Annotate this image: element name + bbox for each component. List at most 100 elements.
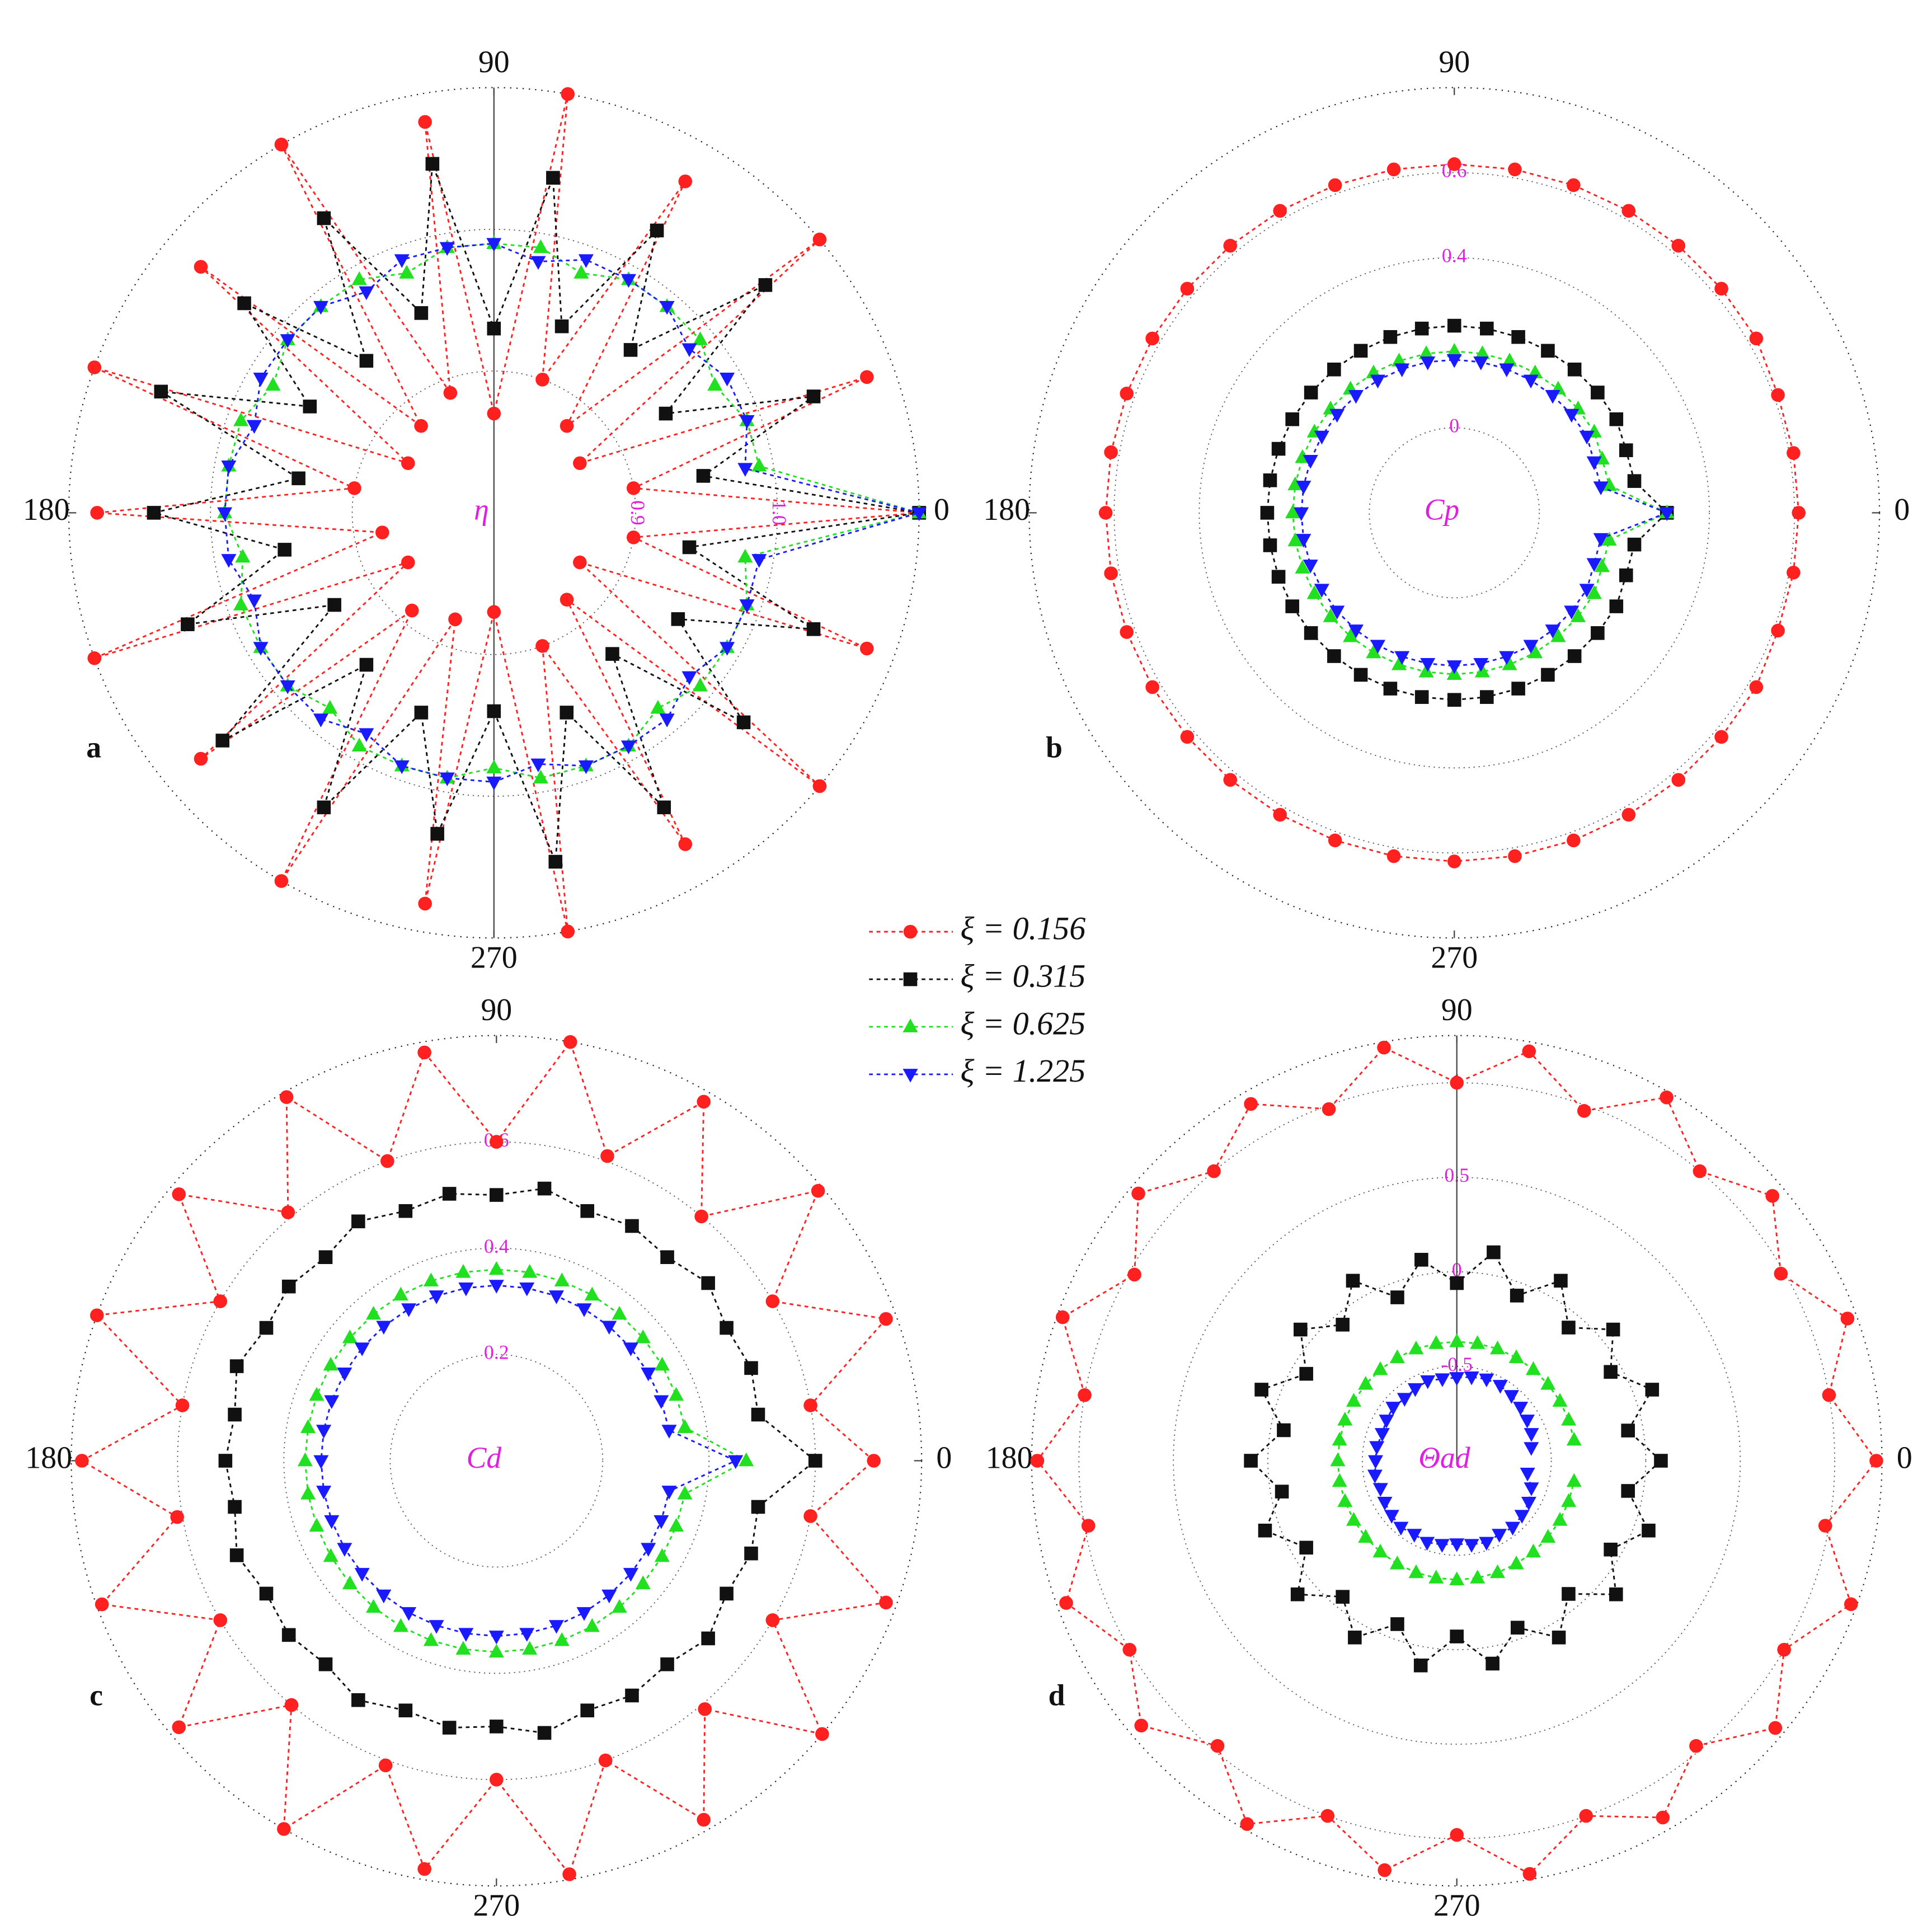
marker	[1377, 1040, 1391, 1055]
marker	[1552, 1393, 1568, 1407]
marker	[612, 1305, 627, 1320]
marker	[1299, 1366, 1313, 1381]
marker	[612, 1599, 627, 1613]
marker	[1768, 1721, 1783, 1735]
marker	[489, 1135, 504, 1149]
marker	[1499, 363, 1515, 378]
marker	[1749, 331, 1764, 346]
theta-tick-label: 90	[481, 993, 512, 1027]
marker	[1586, 558, 1602, 572]
grid-ring	[389, 1354, 604, 1568]
marker	[1689, 1739, 1703, 1753]
marker	[623, 1342, 638, 1356]
marker	[458, 1282, 474, 1296]
marker	[1258, 1523, 1272, 1538]
marker	[1693, 1164, 1707, 1178]
marker	[351, 271, 367, 285]
marker	[1414, 690, 1429, 704]
marker	[621, 740, 636, 754]
marker	[1134, 1718, 1149, 1733]
marker	[1604, 1365, 1618, 1379]
theta-tick-label: 0	[934, 492, 949, 527]
marker	[1579, 1808, 1593, 1823]
marker	[1489, 1564, 1506, 1579]
theta-tick-label: 180	[986, 1440, 1033, 1475]
marker	[573, 456, 587, 471]
marker	[1295, 560, 1310, 574]
marker	[300, 1486, 316, 1500]
marker	[1771, 623, 1785, 638]
marker	[1304, 386, 1318, 400]
marker	[393, 1286, 408, 1301]
marker	[573, 555, 587, 570]
marker	[537, 1726, 552, 1740]
marker	[1336, 1318, 1350, 1332]
marker	[692, 678, 708, 692]
marker	[87, 651, 102, 665]
marker	[1627, 537, 1642, 552]
marker	[1561, 1411, 1577, 1426]
marker	[1328, 178, 1342, 192]
marker	[1322, 1102, 1336, 1116]
theta-tick-label: 90	[478, 45, 510, 79]
marker	[1541, 668, 1555, 682]
marker	[1621, 1484, 1635, 1498]
marker	[448, 612, 462, 627]
marker	[194, 751, 208, 766]
marker	[1502, 353, 1517, 367]
marker	[274, 874, 289, 888]
marker	[95, 1597, 109, 1612]
marker	[677, 1419, 693, 1433]
marker	[1450, 1075, 1464, 1090]
marker	[650, 223, 664, 238]
marker	[1372, 1543, 1388, 1558]
marker	[1346, 1274, 1360, 1288]
marker	[378, 1758, 393, 1773]
marker	[554, 319, 569, 333]
marker	[1552, 1512, 1568, 1526]
marker	[1384, 1510, 1399, 1524]
series-line	[224, 242, 920, 783]
marker	[626, 530, 641, 544]
grid-ring	[1369, 427, 1540, 599]
marker	[650, 699, 666, 714]
marker	[903, 924, 918, 939]
marker	[561, 924, 575, 939]
marker	[300, 1419, 316, 1433]
marker	[1370, 640, 1385, 654]
marker	[1320, 1808, 1334, 1823]
marker	[278, 543, 292, 557]
series-line	[1266, 325, 1668, 701]
marker	[1263, 538, 1277, 552]
marker	[659, 406, 673, 421]
marker	[1407, 1529, 1422, 1543]
marker	[692, 331, 708, 345]
marker	[1450, 1276, 1464, 1290]
theta-tick-label: 270	[1431, 940, 1478, 975]
marker	[1564, 605, 1580, 620]
marker	[259, 1586, 274, 1601]
marker	[277, 1822, 291, 1836]
marker	[580, 1204, 595, 1218]
marker	[281, 1279, 296, 1294]
marker	[398, 1204, 413, 1218]
marker	[417, 1045, 431, 1060]
marker	[1285, 599, 1299, 613]
marker	[859, 641, 874, 656]
marker	[351, 1693, 365, 1707]
marker	[1579, 584, 1595, 598]
marker	[1420, 356, 1436, 370]
marker	[323, 1548, 339, 1562]
marker	[1367, 1455, 1384, 1469]
marker	[669, 1387, 684, 1401]
marker	[879, 1312, 893, 1326]
marker	[578, 760, 594, 774]
marker	[661, 1486, 677, 1500]
marker	[601, 1589, 617, 1604]
marker	[1275, 1485, 1289, 1498]
marker	[744, 1361, 758, 1375]
theta-tick-label: 90	[1441, 993, 1473, 1027]
marker	[259, 1321, 274, 1335]
marker	[414, 419, 428, 433]
marker	[1660, 1090, 1674, 1105]
